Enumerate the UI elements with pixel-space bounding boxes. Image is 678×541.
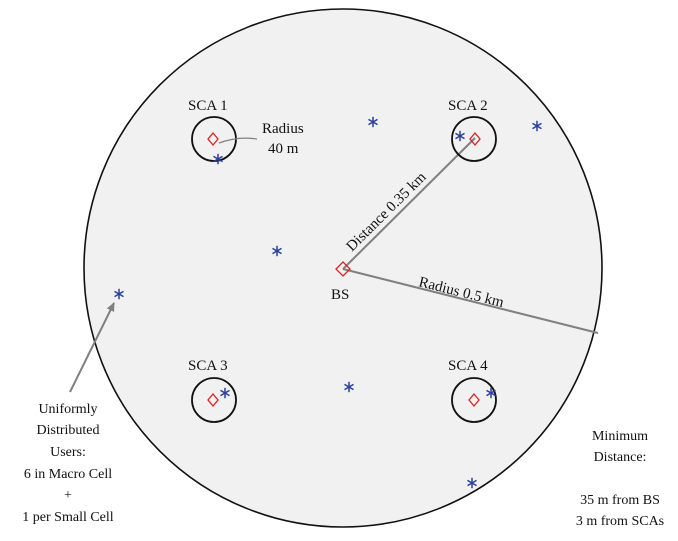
- users-note-line: Uniformly: [38, 402, 97, 417]
- diamond-marker-icon: [468, 392, 480, 408]
- small-cell-radius-label-line2: 40 m: [268, 141, 299, 157]
- small-cell-sca-3: SCA 3: [188, 358, 237, 423]
- user-asterisk-icon: [486, 387, 496, 399]
- diamond-marker-icon: [207, 131, 219, 147]
- small-cell-circle: [191, 377, 237, 423]
- users-layer: [114, 116, 542, 489]
- macro-radius-line: [342, 268, 599, 334]
- users-note-line: +: [64, 488, 72, 503]
- user-asterisk-icon: [213, 153, 223, 165]
- min-distance-line: Distance:: [594, 450, 647, 465]
- min-distance-note: Minimum Distance: 35 m from BS 3 m from …: [576, 429, 664, 529]
- small-cell-circle: [451, 377, 497, 423]
- small-cell-sca-2: SCA 2: [448, 98, 497, 162]
- small-cell-circle: [451, 116, 497, 162]
- user-asterisk-icon: [368, 116, 378, 128]
- users-note: Uniformly Distributed Users: 6 in Macro …: [22, 402, 113, 525]
- min-distance-line: Minimum: [592, 429, 648, 444]
- user-asterisk-icon: [114, 288, 124, 300]
- small-cell-label: SCA 4: [448, 358, 488, 374]
- base-station-label: BS: [331, 287, 349, 303]
- user-asterisk-icon: [272, 245, 282, 257]
- diamond-marker-icon: [207, 392, 219, 408]
- small-cell-radius-callout: [218, 137, 258, 144]
- small-cell-sca-1: SCA 1: [188, 98, 237, 162]
- users-note-line: Users:: [50, 445, 86, 460]
- users-note-arrow: [69, 302, 115, 393]
- user-asterisk-icon: [455, 130, 465, 142]
- user-asterisk-icon: [532, 120, 542, 132]
- small-cell-sca-4: SCA 4: [448, 358, 497, 423]
- min-distance-line: 35 m from BS: [580, 493, 660, 508]
- users-note-line: 1 per Small Cell: [22, 510, 113, 525]
- min-distance-line: 3 m from SCAs: [576, 514, 664, 529]
- users-note-line: Distributed: [37, 423, 100, 438]
- users-note-line: 6 in Macro Cell: [24, 467, 112, 482]
- small-cell-label: SCA 1: [188, 98, 228, 114]
- user-asterisk-icon: [344, 381, 354, 393]
- base-station-diamond-icon: [335, 261, 351, 277]
- diamond-marker-icon: [469, 131, 481, 147]
- user-asterisk-icon: [220, 387, 230, 399]
- small-cell-label: SCA 3: [188, 358, 228, 374]
- distance-line: [342, 137, 476, 270]
- small-cell-radius-label-line1: Radius: [262, 121, 304, 137]
- user-asterisk-icon: [467, 477, 477, 489]
- small-cell-label: SCA 2: [448, 98, 488, 114]
